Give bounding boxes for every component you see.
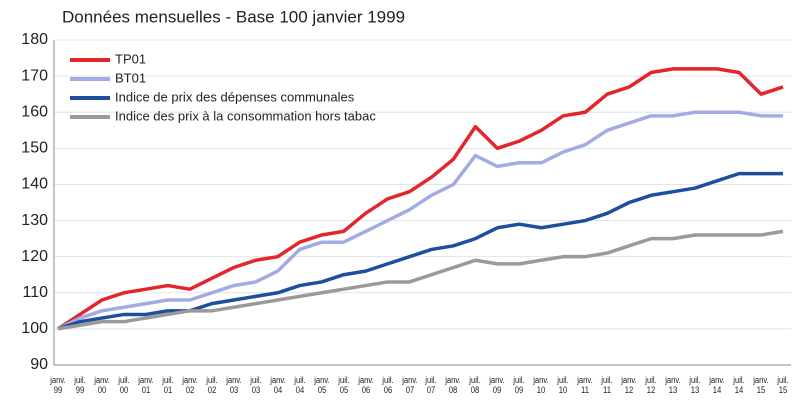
x-tick-label: juil. 06 xyxy=(381,375,394,395)
x-tick-label: juil. 99 xyxy=(74,375,86,395)
x-tick-label: janv. 08 xyxy=(445,375,462,395)
legend-label: Indice de prix des dépenses communales xyxy=(115,89,355,104)
x-tick-label: janv. 06 xyxy=(357,375,374,395)
y-tick-label: 180 xyxy=(21,31,48,48)
x-tick-label: janv. 09 xyxy=(489,375,506,395)
x-tick-label: juil. 00 xyxy=(118,375,130,395)
x-tick-label: juil. 02 xyxy=(206,375,218,395)
x-tick-label: janv. 02 xyxy=(182,375,198,395)
series-line xyxy=(57,67,784,331)
x-tick-label: janv. 12 xyxy=(621,375,637,395)
x-tick-label: juil. 09 xyxy=(513,375,526,395)
chart-title: Données mensuelles - Base 100 janvier 19… xyxy=(62,7,405,26)
x-tick-label: janv. 03 xyxy=(225,375,242,395)
x-tick-label: janv. 05 xyxy=(313,375,330,395)
x-tick-label: juil. 03 xyxy=(249,375,262,395)
x-tick-label: janv. 00 xyxy=(94,375,110,395)
x-tick-label: juil. 10 xyxy=(557,375,570,395)
y-tick-label: 150 xyxy=(21,140,48,157)
x-tick-label: juil. 11 xyxy=(601,375,613,395)
x-tick-label: juil. 05 xyxy=(337,375,350,395)
x-tick-label: juil. 14 xyxy=(733,375,745,395)
legend-label: TP01 xyxy=(115,51,146,66)
x-tick-label: janv. 13 xyxy=(665,375,681,395)
y-tick-label: 140 xyxy=(21,176,48,193)
y-tick-label: 100 xyxy=(21,320,48,337)
y-tick-label: 130 xyxy=(21,212,48,229)
series-line xyxy=(57,171,783,331)
x-tick-label: janv. 04 xyxy=(269,375,286,395)
x-tick-label: juil. 07 xyxy=(425,375,438,395)
y-tick-label: 90 xyxy=(30,356,48,373)
legend-label: BT01 xyxy=(115,70,146,85)
y-tick-label: 170 xyxy=(21,67,48,84)
x-tick-label: janv. 15 xyxy=(753,375,769,395)
x-tick-label: juil. 15 xyxy=(777,375,789,395)
x-tick-label: janv. 07 xyxy=(401,375,418,395)
x-tick-label: juil. 08 xyxy=(469,375,482,395)
x-tick-label: janv. 99 xyxy=(50,375,66,395)
x-tick-label: juil. 04 xyxy=(293,375,306,395)
x-tick-label: janv. 01 xyxy=(138,375,154,395)
x-tick-label: juil. 01 xyxy=(162,375,174,395)
x-tick-label: juil. 13 xyxy=(689,375,701,395)
y-tick-label: 120 xyxy=(21,248,48,265)
y-tick-label: 160 xyxy=(21,103,48,120)
series-line xyxy=(57,229,784,331)
x-tick-label: janv. 10 xyxy=(533,375,550,395)
legend-label: Indice des prix à la consommation hors t… xyxy=(115,108,376,123)
x-tick-label: janv. 11 xyxy=(577,375,594,395)
series-line xyxy=(57,110,783,331)
x-tick-label: janv. 14 xyxy=(709,375,725,395)
y-tick-label: 110 xyxy=(22,284,48,301)
x-tick-label: juil. 12 xyxy=(645,375,657,395)
